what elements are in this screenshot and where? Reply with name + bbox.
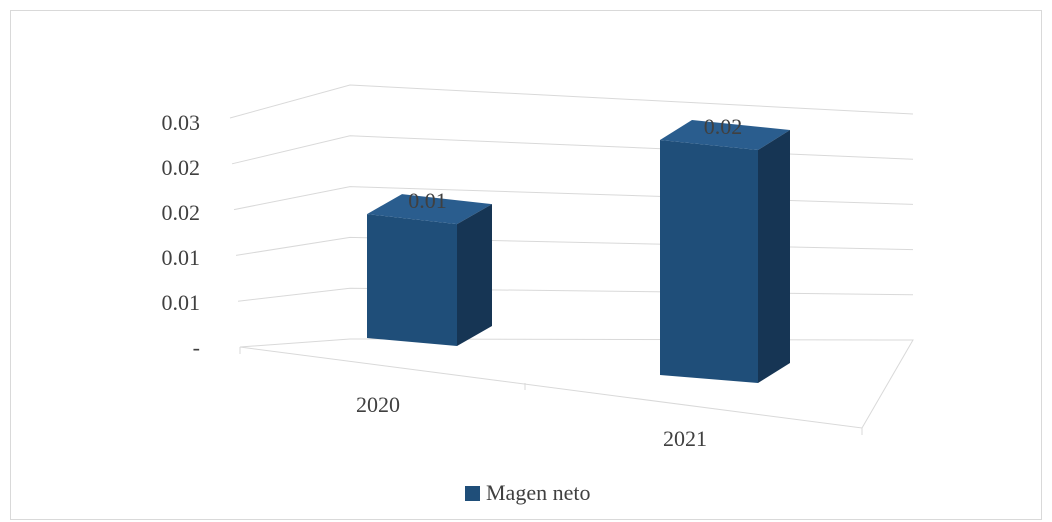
y-tick-label: 0.02 (162, 200, 201, 225)
y-tick-label: 0.02 (162, 155, 201, 180)
axes (239, 338, 914, 435)
x-category-label: 2020 (356, 392, 400, 417)
gridline (237, 287, 914, 302)
data-labels: 0.01 0.02 (408, 114, 742, 213)
y-tick-label: 0.01 (162, 245, 201, 270)
legend-swatch (465, 485, 480, 501)
y-axis-ticks: - 0.01 0.01 0.02 0.02 0.03 (162, 110, 201, 360)
y-tick-label: 0.01 (162, 290, 201, 315)
bar-top (367, 194, 492, 225)
floor (239, 338, 914, 429)
bar-front (367, 214, 457, 346)
legend-label: Magen neto (486, 480, 591, 505)
x-category-label: 2021 (663, 426, 707, 451)
gridline (233, 186, 914, 211)
gridline (235, 236, 914, 256)
gridlines (229, 84, 914, 302)
y-tick-label: - (193, 335, 200, 360)
bar-side (758, 130, 790, 383)
chart-area (10, 10, 1042, 520)
gridline (229, 84, 914, 119)
data-label: 0.02 (704, 114, 743, 139)
y-tick-label: 0.03 (162, 110, 201, 135)
gridline (231, 135, 914, 165)
bars (367, 120, 790, 383)
bar-side (457, 204, 492, 346)
data-label: 0.01 (408, 188, 447, 213)
legend: Magen neto (465, 478, 590, 508)
x-axis-categories: 2020 2021 (356, 392, 707, 451)
bar-front (660, 140, 758, 383)
bar-top (660, 120, 790, 150)
